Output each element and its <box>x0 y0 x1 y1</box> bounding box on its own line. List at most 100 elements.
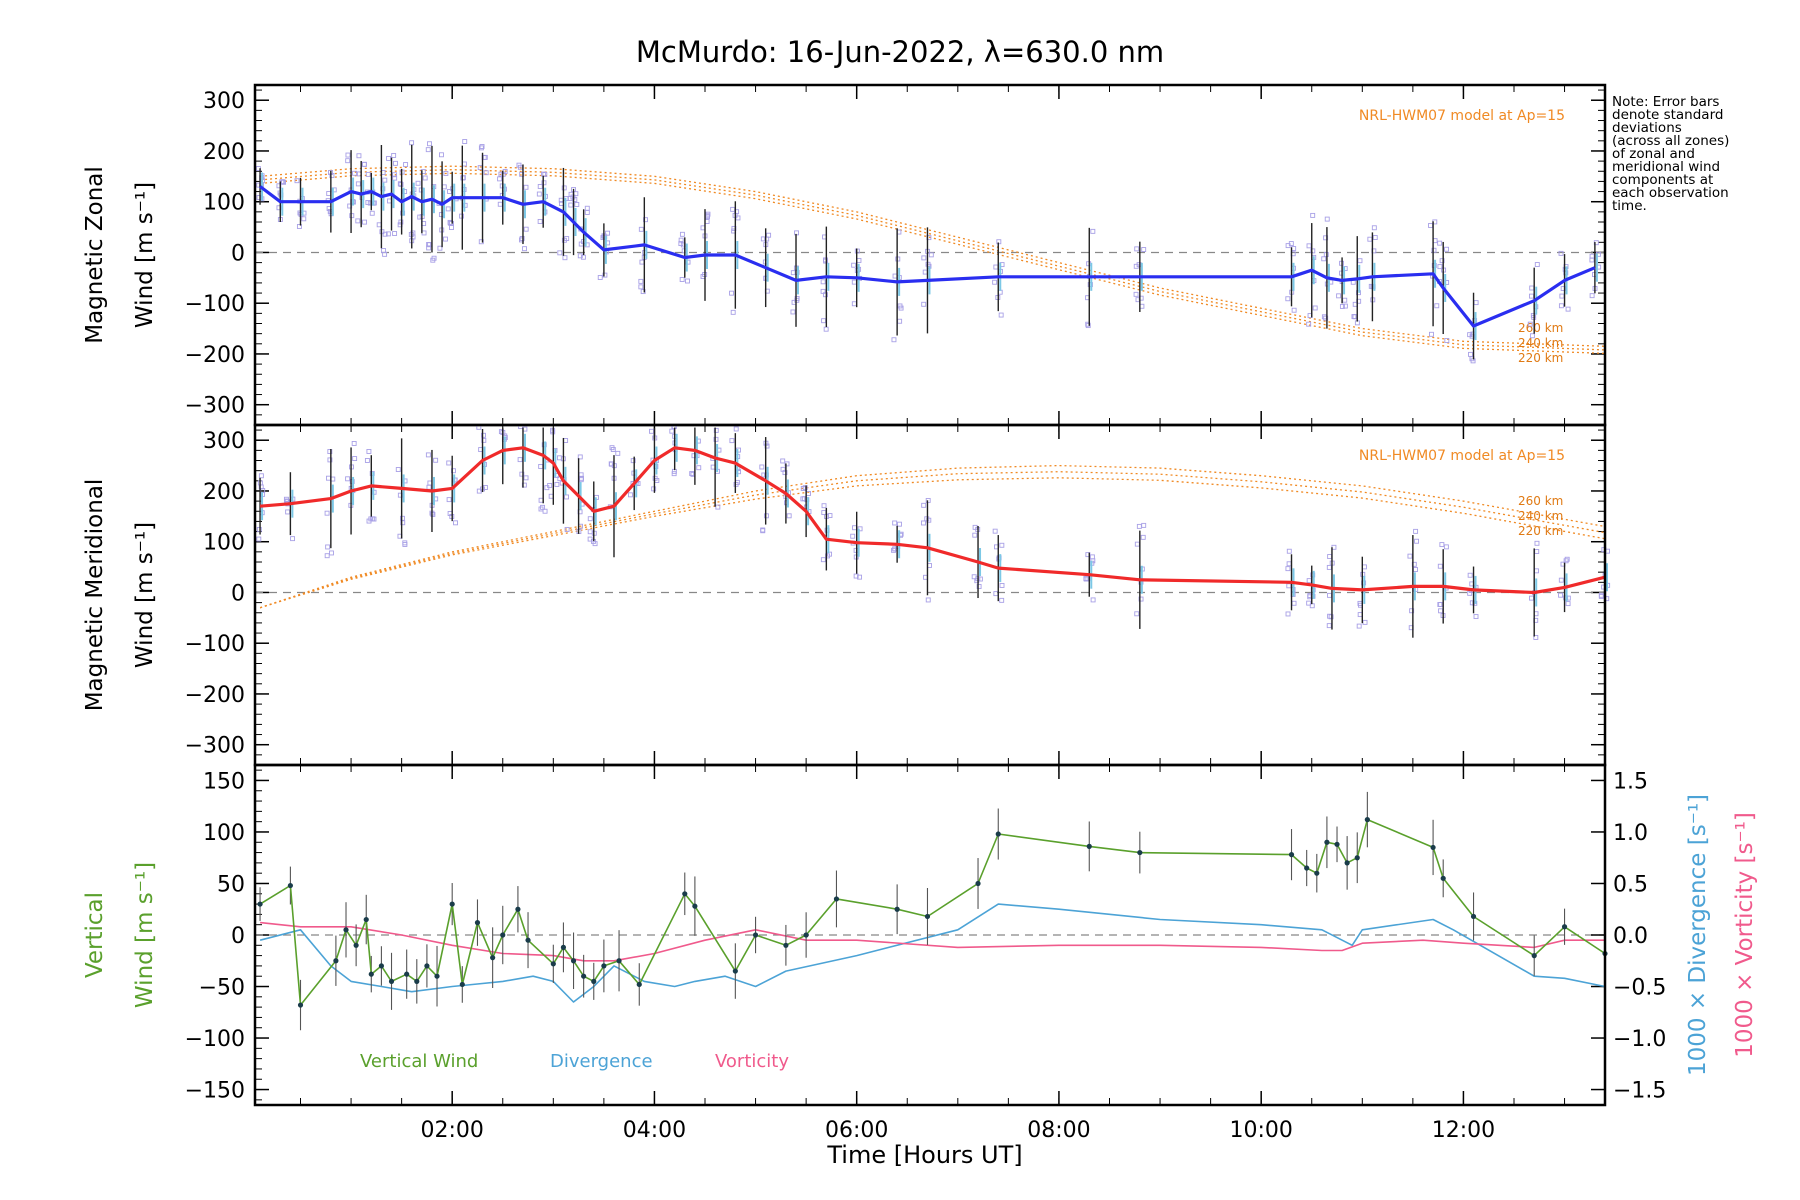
y-tick-label: 200 <box>203 480 245 505</box>
zone-sample-marker <box>1342 303 1348 309</box>
series-divergence <box>259 903 1606 1003</box>
panel-meridional: −300 −200 −100 0 100 200 300 Magnetic Meridiona… <box>82 423 1611 767</box>
y-tick-label: −100 <box>185 1027 245 1052</box>
zone-sample-marker <box>294 178 300 184</box>
y-tick-label: −200 <box>185 683 245 708</box>
model-label: NRL-HWM07 model at Ap=15 <box>1359 448 1565 464</box>
vertical-wind-point <box>1430 844 1436 851</box>
zone-sample-marker <box>459 213 465 219</box>
zone-sample-marker <box>540 504 546 510</box>
zone-sample-marker <box>1473 614 1479 620</box>
zone-sample-marker <box>579 475 584 481</box>
x-tick-label: 02:00 <box>420 1118 483 1143</box>
series-vertical-wind <box>259 818 1606 1006</box>
y-tick-label: 200 <box>203 140 245 165</box>
vertical-wind-point <box>490 955 496 961</box>
zone-sample-marker <box>364 458 370 463</box>
zone-sample-marker <box>562 255 568 261</box>
vertical-wind-point <box>257 901 263 907</box>
y-tick-label: −100 <box>185 632 245 657</box>
y-tick-label: −150 <box>185 1079 245 1104</box>
zone-sample-marker <box>443 236 448 242</box>
zone-sample-marker <box>638 226 644 232</box>
zone-sample-marker <box>433 457 439 463</box>
zone-sample-marker <box>999 597 1005 603</box>
zone-sample-marker <box>574 202 580 207</box>
vertical-wind-point <box>500 932 506 938</box>
zone-sample-marker <box>730 206 736 212</box>
zone-sample-marker <box>587 536 593 542</box>
zone-sample-marker <box>577 454 583 460</box>
x-tick-label: 08:00 <box>1027 1118 1090 1143</box>
zone-sample-marker <box>823 258 829 264</box>
zone-sample-marker <box>921 502 927 508</box>
zone-sample-marker <box>1312 305 1318 311</box>
zone-sample-marker <box>376 222 382 228</box>
zone-sample-marker <box>481 437 487 443</box>
model-altitude-label: 260 km <box>1518 494 1563 508</box>
zone-sample-marker <box>1339 304 1345 309</box>
zone-sample-marker <box>1291 600 1297 606</box>
zone-sample-marker <box>391 152 397 158</box>
zone-sample-marker <box>1323 315 1329 321</box>
zone-sample-marker <box>669 428 675 434</box>
zone-sample-marker <box>651 486 657 492</box>
right-tick-label: 0.0 <box>1613 924 1648 949</box>
zone-sample-marker <box>1534 568 1539 574</box>
zone-sample-marker <box>1368 283 1374 289</box>
x-tick-label: 12:00 <box>1432 1118 1495 1143</box>
zone-sample-marker <box>538 464 544 469</box>
zone-sample-marker <box>542 172 548 178</box>
zone-sample-marker <box>820 557 826 563</box>
y-tick-label: −200 <box>185 343 245 368</box>
zone-sample-marker <box>567 196 573 201</box>
chart-title: McMurdo: 16-Jun-2022, λ=630.0 nm <box>636 35 1164 69</box>
zone-sample-marker <box>1133 291 1139 297</box>
zone-sample-marker <box>852 525 857 531</box>
zone-sample-marker <box>921 520 926 526</box>
zone-sample-marker <box>1291 307 1297 313</box>
zone-sample-marker <box>327 449 333 455</box>
zone-sample-marker <box>538 497 544 503</box>
zone-sample-marker <box>921 255 927 261</box>
zone-sample-marker <box>1324 216 1330 222</box>
zone-sample-marker <box>1527 321 1533 327</box>
vertical-wind-point <box>1344 860 1350 866</box>
zone-sample-marker <box>1083 576 1089 581</box>
zone-sample-marker <box>564 526 570 532</box>
zone-sample-marker <box>395 467 401 472</box>
zone-sample-marker <box>1414 538 1420 544</box>
zone-sample-marker <box>381 248 387 254</box>
vertical-wind-point <box>803 932 809 938</box>
zone-sample-marker <box>1409 608 1415 614</box>
zone-sample-marker <box>823 292 828 298</box>
zone-sample-marker <box>1286 561 1292 567</box>
zone-sample-marker <box>827 513 833 519</box>
zone-sample-marker <box>1356 623 1362 629</box>
vertical-wind-point <box>297 1002 304 1008</box>
vertical-wind-point <box>343 927 349 933</box>
zone-sample-marker <box>425 452 431 458</box>
vertical-wind-point <box>474 920 481 926</box>
vertical-wind-point <box>601 963 607 969</box>
zone-sample-marker <box>324 553 330 559</box>
zone-sample-marker <box>568 202 574 208</box>
zone-sample-marker <box>685 278 690 284</box>
zone-sample-marker <box>733 426 739 432</box>
zone-sample-marker <box>1138 596 1144 602</box>
zone-sample-marker <box>256 536 262 542</box>
zone-sample-marker <box>678 241 684 247</box>
zone-sample-marker <box>422 175 428 181</box>
zone-sample-marker <box>1141 522 1147 528</box>
zone-sample-marker <box>1342 297 1348 303</box>
zone-sample-marker <box>329 173 335 179</box>
x-tick-label: 10:00 <box>1229 1118 1292 1143</box>
zone-sample-marker <box>976 584 982 589</box>
zone-sample-marker <box>327 457 333 463</box>
zone-sample-marker <box>476 488 482 494</box>
vertical-wind-point <box>363 916 369 923</box>
y-tick-label: −100 <box>185 292 245 317</box>
zone-sample-marker <box>517 457 523 463</box>
zone-sample-marker <box>608 461 614 467</box>
zone-sample-marker <box>365 171 371 177</box>
